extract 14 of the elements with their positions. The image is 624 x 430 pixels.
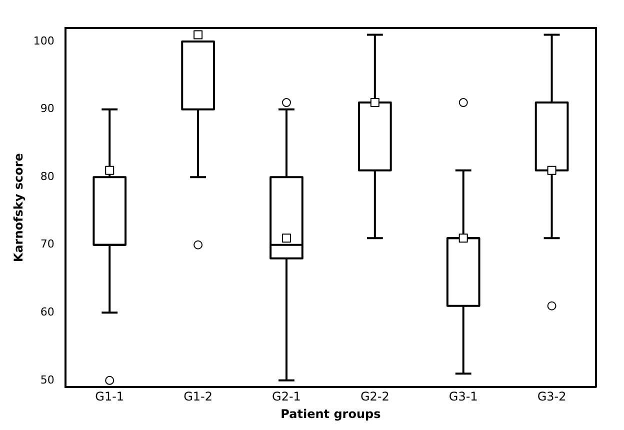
x-axis-title: Patient groups — [280, 406, 381, 421]
x-tick-label: G3-2 — [537, 390, 566, 404]
x-tick-label: G1-2 — [184, 390, 212, 404]
x-tick-label: G1-1 — [95, 390, 124, 404]
y-tick-label: 70 — [40, 238, 54, 251]
y-tick-label: 60 — [40, 306, 54, 319]
y-tick-label: 50 — [40, 373, 54, 386]
x-tick-label: G2-1 — [272, 390, 301, 404]
y-tick-label: 80 — [40, 170, 54, 183]
x-tick-label: G3-1 — [448, 390, 478, 404]
y-axis-title: Karnofsky score — [11, 153, 26, 262]
y-tick-label: 90 — [40, 102, 54, 116]
x-tick-label: G2-2 — [360, 390, 390, 404]
y-tick-label: 100 — [33, 34, 54, 48]
